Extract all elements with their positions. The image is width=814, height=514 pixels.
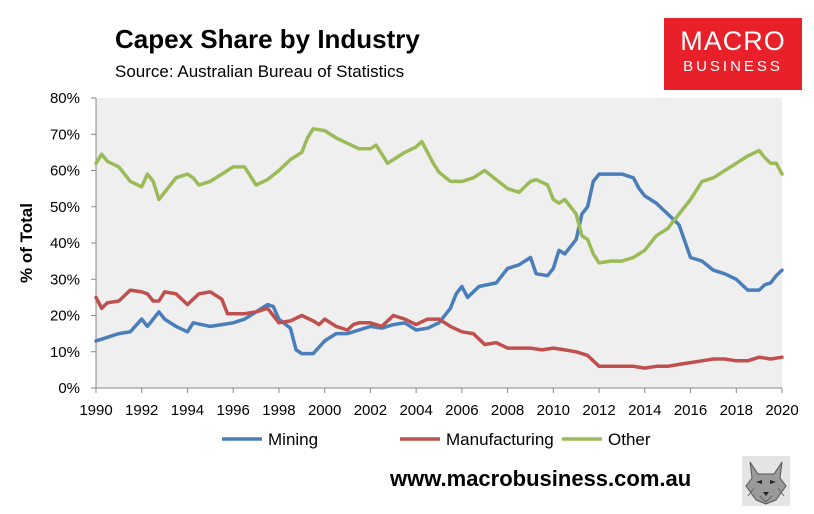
y-tick-label: 40% — [50, 235, 80, 252]
x-tick-label: 2014 — [628, 402, 661, 419]
x-tick-label: 2002 — [354, 402, 387, 419]
x-tick-label: 1990 — [79, 402, 112, 419]
y-tick-label: 50% — [50, 199, 80, 216]
x-tick-label: 2018 — [720, 402, 753, 419]
x-tick-label: 2010 — [537, 402, 570, 419]
x-tick-label: 2006 — [445, 402, 478, 419]
legend-label-manufacturing: Manufacturing — [446, 430, 554, 449]
logo-line-1: MACRO — [680, 26, 786, 56]
website-url: www.macrobusiness.com.au — [390, 466, 692, 491]
y-tick-label: 70% — [50, 126, 80, 143]
x-tick-label: 2016 — [674, 402, 707, 419]
series-line-mining — [94, 172, 784, 356]
series-line-manufacturing — [94, 288, 784, 370]
y-axis: 0% 10% 20% 30% 40% 50% 60% 70% 80% — [50, 90, 97, 397]
x-tick-label: 1994 — [171, 402, 204, 419]
macrobusiness-logo: MACRO BUSINESS — [664, 18, 802, 90]
y-tick-label: 60% — [50, 163, 80, 180]
chart-subtitle: Source: Australian Bureau of Statistics — [115, 62, 405, 81]
plot-area — [96, 98, 782, 388]
x-axis: 1990 1992 1994 1996 1998 2000 2002 2004 2006 2008… — [79, 387, 799, 419]
x-tick-label: 2000 — [308, 402, 341, 419]
x-tick-label: 2012 — [582, 402, 615, 419]
x-tick-label: 2008 — [491, 402, 524, 419]
legend-label-mining: Mining — [268, 430, 318, 449]
series-line-other — [94, 127, 784, 265]
series-group — [94, 127, 784, 370]
x-tick-label: 1998 — [262, 402, 295, 419]
logo-line-2: BUSINESS — [683, 58, 783, 75]
chart-title: Capex Share by Industry — [115, 24, 420, 54]
y-tick-label: 30% — [50, 271, 80, 288]
x-tick-label: 2020 — [765, 402, 798, 419]
x-tick-label: 2004 — [399, 402, 432, 419]
legend: Mining Manufacturing Other — [222, 430, 651, 449]
wolf-logo-icon — [742, 456, 790, 506]
x-tick-label: 1996 — [217, 402, 250, 419]
y-tick-label: 10% — [50, 344, 80, 361]
y-tick-label: 20% — [50, 308, 80, 325]
y-tick-label: 80% — [50, 90, 80, 107]
legend-label-other: Other — [608, 430, 651, 449]
y-tick-label: 0% — [58, 380, 80, 397]
y-axis-label: % of Total — [17, 203, 36, 283]
x-tick-label: 1992 — [125, 402, 158, 419]
